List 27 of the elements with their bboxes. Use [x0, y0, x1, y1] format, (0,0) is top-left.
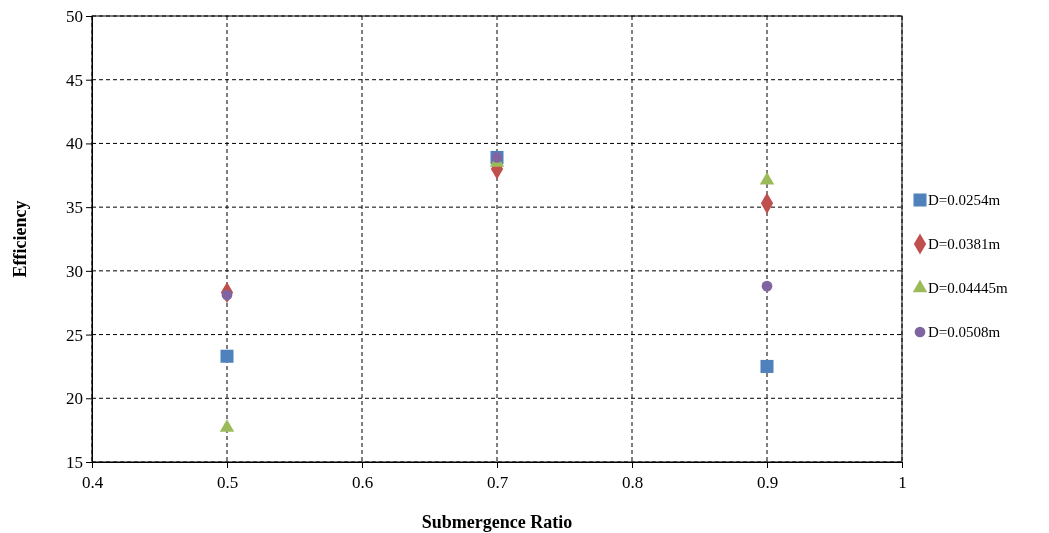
y-tick-label: 50: [66, 6, 83, 26]
legend-label: D=0.04445m: [928, 280, 1009, 296]
legend-label: D=0.0381m: [928, 236, 1001, 252]
y-tick-label: 30: [66, 261, 83, 281]
x-tick-label: 0.8: [621, 473, 644, 492]
legend-label: D=0.0254m: [928, 192, 1001, 208]
y-tick-label: 45: [66, 70, 83, 90]
point: [761, 280, 773, 292]
y-tick-label: 40: [66, 134, 83, 154]
x-tick-label: 1: [898, 473, 907, 492]
x-tick-label: 0.7: [486, 473, 509, 492]
y-axis-title: Efficiency: [10, 200, 30, 278]
x-tick-label: 0.6: [351, 473, 374, 492]
x-tick-label: 0.4: [81, 473, 104, 492]
point: [760, 359, 774, 373]
y-tick-label: 25: [66, 325, 83, 345]
point: [219, 419, 235, 432]
legend-label: D=0.0508m: [928, 324, 1001, 340]
y-tick-label: 35: [66, 198, 83, 218]
point: [220, 349, 234, 363]
x-tick-label: 0.5: [216, 473, 239, 492]
point: [759, 172, 775, 185]
y-tick-label: 20: [66, 389, 83, 409]
point: [221, 289, 233, 301]
y-tick-label: 15: [66, 452, 83, 472]
x-axis-title: Submergence Ratio: [421, 512, 573, 532]
x-tick-label: 0.9: [756, 473, 779, 492]
